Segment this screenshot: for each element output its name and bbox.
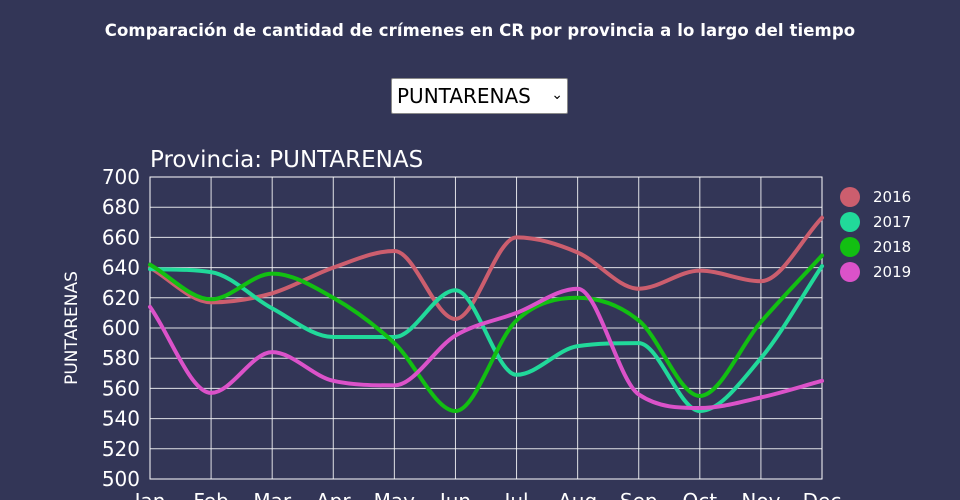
series-line-2018 xyxy=(148,253,824,414)
y-axis: 500 520 540 560 580 600 620 640 660 680 700 xyxy=(102,165,140,491)
legend-swatch xyxy=(840,211,860,232)
chart-legend: 2016 2017 2018 2019 xyxy=(840,184,911,284)
legend-item-2019[interactable]: 2019 xyxy=(840,259,911,284)
x-tick-label: Apr xyxy=(316,489,351,500)
legend-label: 2017 xyxy=(873,212,912,231)
y-tick-label: 680 xyxy=(102,195,140,219)
legend-swatch xyxy=(840,186,860,207)
y-tick-label: 640 xyxy=(102,256,140,280)
x-tick-label: Jun xyxy=(438,489,471,500)
series-line-2019 xyxy=(148,286,824,411)
province-dropdown-value: PUNTARENAS xyxy=(397,84,531,108)
legend-swatch xyxy=(840,236,860,257)
y-tick-label: 580 xyxy=(102,346,140,370)
x-tick-label: Jul xyxy=(502,489,528,500)
x-tick-label: Sep xyxy=(620,489,658,500)
x-axis: Jan Feb Mar Apr May Jun Jul Aug Sep Oct Nov Dec xyxy=(133,489,842,500)
y-tick-label: 520 xyxy=(102,437,140,461)
y-tick-label: 700 xyxy=(102,165,140,189)
y-tick-label: 620 xyxy=(102,286,140,310)
x-tick-label: Aug xyxy=(558,489,597,500)
chart-series xyxy=(148,215,824,414)
legend-item-2018[interactable]: 2018 xyxy=(840,234,911,259)
x-tick-label: Dec xyxy=(803,489,842,500)
x-tick-label: Nov xyxy=(741,489,780,500)
chart-grid xyxy=(149,176,823,480)
province-dropdown[interactable]: PUNTARENAS ⌄ xyxy=(391,78,568,114)
chevron-down-icon: ⌄ xyxy=(551,87,563,103)
y-tick-label: 540 xyxy=(102,407,140,431)
y-tick-label: 560 xyxy=(102,376,140,400)
y-tick-label: 600 xyxy=(102,316,140,340)
x-tick-label: Oct xyxy=(683,489,718,500)
series-line-2017 xyxy=(148,264,824,414)
legend-item-2016[interactable]: 2016 xyxy=(840,184,911,209)
y-tick-label: 500 xyxy=(102,467,140,491)
legend-swatch xyxy=(840,261,860,282)
x-tick-label: Jan xyxy=(133,489,166,500)
y-axis-label: PUNTARENAS xyxy=(62,271,82,385)
legend-label: 2016 xyxy=(873,187,912,206)
x-tick-label: Mar xyxy=(253,489,292,500)
legend-label: 2018 xyxy=(873,237,912,256)
legend-item-2017[interactable]: 2017 xyxy=(840,209,911,234)
x-tick-label: Feb xyxy=(193,489,228,500)
series-line-2016 xyxy=(148,215,824,321)
chart-title: Provincia: PUNTARENAS xyxy=(150,147,423,173)
y-tick-label: 660 xyxy=(102,225,140,249)
legend-label: 2019 xyxy=(873,262,912,281)
x-tick-label: May xyxy=(374,489,416,500)
page-title: Comparación de cantidad de crímenes en C… xyxy=(104,21,856,40)
